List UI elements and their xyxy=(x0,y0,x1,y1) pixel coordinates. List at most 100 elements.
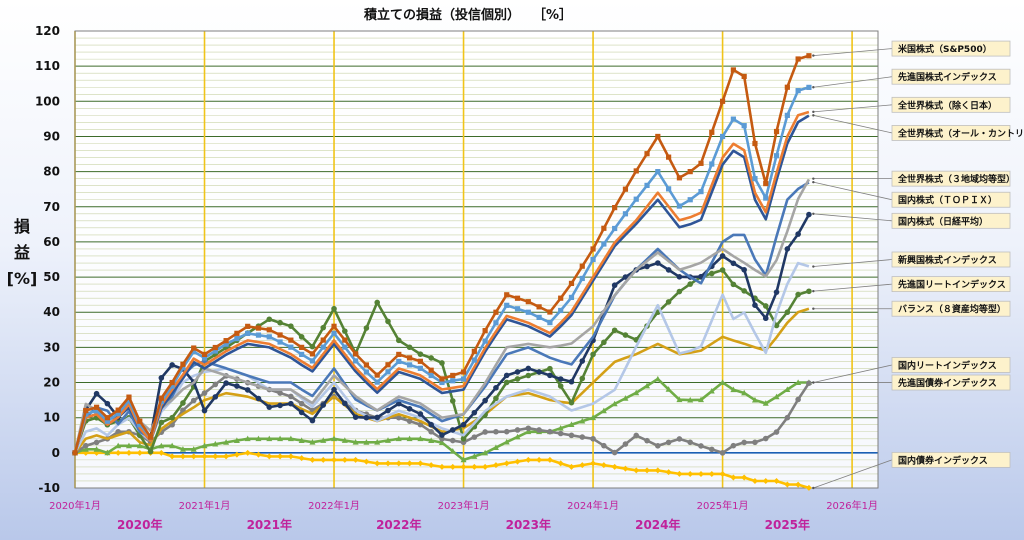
data-point xyxy=(104,449,111,456)
y-tick-label: 30 xyxy=(43,340,60,354)
callout-dot xyxy=(812,114,815,117)
data-point xyxy=(644,151,650,157)
data-point xyxy=(385,318,391,325)
data-point xyxy=(698,443,704,449)
data-point xyxy=(644,382,651,389)
data-point xyxy=(784,386,791,392)
data-point xyxy=(201,390,208,396)
data-point xyxy=(320,456,327,463)
data-point xyxy=(104,418,110,424)
data-point xyxy=(374,379,380,385)
x-tick-label: 2023年1月 xyxy=(438,499,490,512)
callout-leader xyxy=(813,76,893,88)
series-lines xyxy=(72,53,812,491)
data-point xyxy=(795,56,801,62)
data-point xyxy=(655,169,661,175)
data-point xyxy=(428,421,434,428)
data-point xyxy=(309,343,316,350)
callout-dot xyxy=(812,486,815,490)
data-point xyxy=(191,345,197,351)
data-point xyxy=(579,263,585,269)
year-label: 2021年 xyxy=(247,517,292,532)
data-point xyxy=(255,395,262,402)
data-point xyxy=(309,417,316,424)
data-point xyxy=(741,288,747,294)
data-point xyxy=(644,437,650,444)
data-point xyxy=(190,446,197,452)
series-line xyxy=(73,178,811,454)
callout-dot xyxy=(812,110,815,114)
data-point xyxy=(266,327,272,333)
data-point xyxy=(557,383,564,389)
data-point xyxy=(471,409,478,416)
data-point xyxy=(298,437,305,443)
y-axis-label-char-2: 益 xyxy=(14,243,30,262)
data-point xyxy=(115,411,121,417)
data-point xyxy=(234,330,240,336)
data-point xyxy=(557,430,564,437)
data-point xyxy=(449,398,456,404)
data-point xyxy=(212,440,219,447)
legend-label: 全世界株式（除く日本） xyxy=(897,99,997,111)
data-point xyxy=(536,427,542,433)
callout-leader xyxy=(813,259,893,267)
callout-leader xyxy=(813,283,893,292)
data-point xyxy=(709,129,715,135)
data-point xyxy=(784,481,791,488)
series-line xyxy=(73,261,810,454)
data-point xyxy=(255,332,262,338)
legend-item-5: 国内株式（ＴＯＰＩＸ） xyxy=(812,180,1011,208)
data-point xyxy=(460,463,467,470)
legend-item-1: 先進国株式インデックス xyxy=(812,68,1011,89)
data-point xyxy=(708,270,715,277)
legend-box xyxy=(891,40,1011,57)
data-point xyxy=(223,439,230,445)
data-point xyxy=(503,438,510,445)
data-point xyxy=(730,281,737,288)
data-point xyxy=(503,428,510,435)
data-point xyxy=(687,470,694,477)
legend-label: 国内債券インデックス xyxy=(898,454,988,466)
data-point xyxy=(406,355,413,361)
data-point xyxy=(298,400,305,407)
data-point xyxy=(428,428,434,435)
x-tick-label: 2020年1月 xyxy=(49,499,101,512)
data-point xyxy=(439,360,445,366)
data-point xyxy=(438,463,445,470)
data-point xyxy=(471,357,477,363)
data-point xyxy=(665,439,672,446)
axes: -10 0 10 20 30 40 50 60 70 80 90 100 110 120 2020年1月 20… xyxy=(35,24,879,532)
data-point xyxy=(406,418,413,424)
data-point xyxy=(762,400,769,406)
y-axis-label-unit: [%] xyxy=(7,269,38,288)
data-point xyxy=(266,404,273,410)
data-point xyxy=(611,463,618,470)
data-point xyxy=(805,484,812,491)
data-point xyxy=(590,460,597,467)
series-6 xyxy=(72,211,812,456)
data-point xyxy=(385,407,391,414)
data-point xyxy=(741,474,748,481)
data-point xyxy=(579,358,586,364)
series-9 xyxy=(73,307,810,454)
data-point xyxy=(417,351,424,357)
data-point xyxy=(342,328,348,334)
data-point xyxy=(493,320,499,326)
callout-leader xyxy=(813,459,893,489)
data-point xyxy=(438,439,445,446)
data-point xyxy=(687,169,693,175)
data-point xyxy=(223,338,229,344)
data-point xyxy=(417,411,424,417)
callout-leader xyxy=(813,114,893,134)
legend-label: バランス（８資産均等型） xyxy=(898,303,1006,315)
callout-dot xyxy=(812,54,815,57)
data-point xyxy=(741,73,747,80)
data-point xyxy=(266,435,273,442)
data-point xyxy=(320,402,327,408)
series-0 xyxy=(72,53,812,456)
data-point xyxy=(568,463,575,470)
data-point xyxy=(233,437,240,443)
data-point xyxy=(568,294,575,301)
data-point xyxy=(547,309,553,315)
